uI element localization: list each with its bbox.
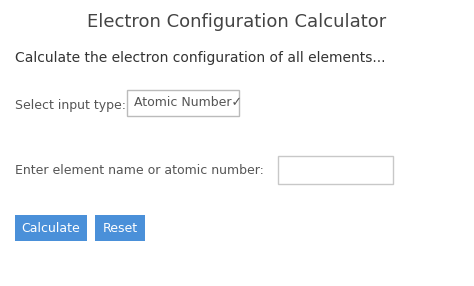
Text: Atomic Number✓: Atomic Number✓ [134,96,242,110]
Text: Calculate: Calculate [22,221,81,235]
Text: Calculate the electron configuration of all elements...: Calculate the electron configuration of … [15,51,385,65]
FancyBboxPatch shape [127,90,239,116]
FancyBboxPatch shape [15,215,87,241]
FancyBboxPatch shape [278,156,393,184]
FancyBboxPatch shape [95,215,145,241]
Text: Enter element name or atomic number:: Enter element name or atomic number: [15,164,264,176]
Text: Reset: Reset [102,221,137,235]
Text: Electron Configuration Calculator: Electron Configuration Calculator [87,13,387,31]
Text: Select input type:: Select input type: [15,98,126,112]
